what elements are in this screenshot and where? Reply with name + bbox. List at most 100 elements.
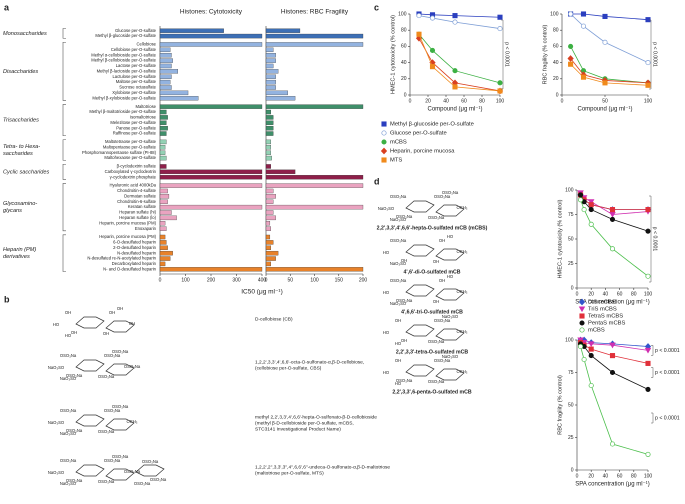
- group-bracket: [62, 104, 66, 137]
- bar: [265, 109, 271, 115]
- category-label: N-desulfated heparin: [117, 250, 157, 255]
- sugar-ring: [105, 320, 135, 333]
- marker: [588, 353, 594, 359]
- marker: [587, 341, 595, 348]
- substituent: HO: [383, 330, 390, 335]
- bar: [159, 90, 189, 96]
- marker: [452, 19, 458, 25]
- category-label: Dermatan sulfate: [124, 193, 157, 198]
- category-label: Methyl β-glucoside per-O-sulfate: [95, 33, 156, 38]
- x-tick-label: 20: [588, 473, 594, 479]
- x-axis-label: SPA concentration (μg ml⁻¹): [575, 300, 650, 306]
- panel-label: d: [374, 176, 380, 186]
- bar: [265, 221, 271, 226]
- legend-label: PentaS mCBS: [588, 321, 626, 327]
- substituent: OSO₃Na: [124, 469, 141, 474]
- sugar-ring: [405, 200, 435, 213]
- category-label: γ-cyclodextrin phosphate: [110, 174, 157, 179]
- chart-title: Histones: Cytotoxicity: [180, 9, 243, 16]
- panel-label: b: [4, 294, 10, 304]
- x-tick-label: 300: [232, 277, 241, 283]
- legend-label: Methyl β-glucoside per-O-sulfate: [390, 122, 474, 128]
- marker: [381, 139, 387, 145]
- substituent: OH: [395, 318, 401, 323]
- structure-caption: 2,2',3,3',6-penta-O-sulfated mCB: [392, 389, 471, 395]
- bar: [265, 261, 271, 267]
- bar: [159, 199, 168, 204]
- sugar-ring: [105, 468, 135, 481]
- marker: [609, 211, 616, 218]
- group-label: Trisaccharides: [3, 118, 39, 124]
- panel-label: c: [374, 2, 379, 12]
- marker: [497, 88, 503, 94]
- substituent: OSO₃Na: [434, 318, 451, 323]
- bar: [159, 210, 172, 215]
- bar: [159, 183, 263, 188]
- marker: [452, 84, 458, 90]
- substituent: OSO₃Na: [60, 458, 77, 463]
- marker: [581, 356, 587, 363]
- x-tick-label: 40: [603, 473, 609, 479]
- bar: [265, 115, 274, 120]
- group-label: saccharides: [3, 151, 33, 157]
- x-tick-label: 200: [359, 277, 368, 283]
- bar: [159, 256, 171, 261]
- annotation: p < 0.0001: [652, 227, 658, 252]
- marker: [429, 15, 436, 21]
- substituent: NaO₃SO: [390, 301, 407, 306]
- x-tick-label: 200: [207, 277, 216, 283]
- sugar-ring: [405, 244, 435, 257]
- substituent: OSO₃Na: [98, 429, 115, 434]
- bar: [265, 90, 288, 96]
- bar: [265, 63, 274, 69]
- substituent: OSO₃Na: [112, 349, 129, 354]
- series-line: [570, 63, 649, 86]
- category-label: Raffinose per-O-sulfate: [113, 131, 157, 136]
- substituent: OH: [71, 330, 77, 335]
- sugar-ring: [75, 316, 105, 329]
- structure-caption: D-cellobiose (CB): [255, 316, 293, 322]
- category-label: Methyl β-maltotrioside per-O-sulfate: [89, 109, 156, 114]
- substituent: OSO₃Na: [98, 479, 115, 484]
- y-tick-label: 20: [401, 76, 407, 82]
- x-tick-label: 0: [576, 473, 579, 479]
- substituent: OCH₃: [456, 205, 467, 210]
- group-label: Disaccharides: [3, 69, 38, 75]
- series-line: [570, 13, 649, 63]
- substituent: OSO₃Na: [396, 298, 413, 303]
- series-line: [418, 13, 501, 18]
- substituent: NaO₃SO: [48, 420, 65, 425]
- bar: [265, 169, 296, 175]
- bar: [265, 145, 271, 150]
- y-axis-label: HMEC-1 cytotoxicity (% control): [557, 199, 563, 278]
- marker: [568, 11, 574, 17]
- marker: [645, 60, 651, 66]
- category-label: Heparan sulfate (hi): [119, 210, 156, 215]
- x-tick-label: 20: [425, 98, 431, 104]
- substituent: HO: [395, 341, 402, 346]
- bar: [159, 28, 224, 33]
- series-line: [418, 33, 501, 84]
- category-label: Carboxylated γ-cyclodextrin: [105, 169, 157, 174]
- x-tick-label: 0: [159, 277, 162, 283]
- substituent: HO: [447, 234, 454, 239]
- y-tick-label: 75: [568, 370, 574, 376]
- x-axis-label: Compound (μg ml⁻¹): [428, 107, 483, 113]
- marker: [429, 47, 436, 54]
- bar: [159, 85, 172, 90]
- x-axis-label: SPA concentration (μg ml⁻¹): [575, 482, 650, 488]
- significance-bracket: [649, 19, 652, 90]
- substituent: OSO₃Na: [434, 194, 451, 199]
- bar: [265, 125, 274, 131]
- group-label: Monosaccharides: [3, 31, 47, 37]
- y-tick-label: 0: [571, 467, 574, 473]
- bar: [159, 188, 168, 194]
- bar: [159, 74, 172, 79]
- bar: [159, 261, 166, 267]
- x-tick-label: 0: [409, 98, 412, 104]
- category-label: Xylobiose per-O-sulfate: [112, 90, 156, 95]
- substituent: OCH₃: [456, 329, 467, 334]
- x-tick-label: 100: [181, 277, 190, 283]
- y-tick-label: 60: [401, 44, 407, 50]
- y-tick-label: 75: [568, 212, 574, 218]
